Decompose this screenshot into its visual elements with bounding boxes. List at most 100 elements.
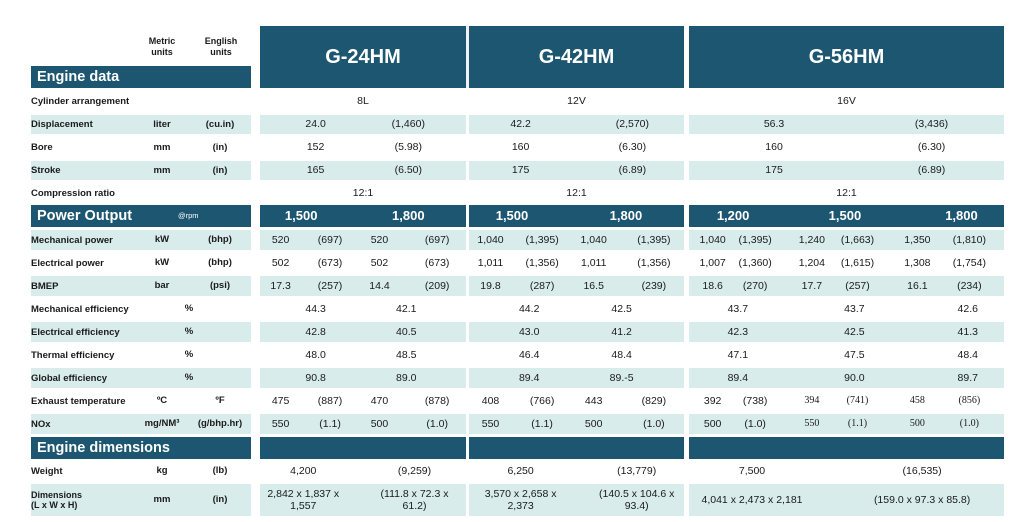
- value-bmep: 19.8: [480, 280, 501, 292]
- value-weight: 7,500: [738, 465, 766, 477]
- value-exhaust: (878): [424, 395, 450, 407]
- value-electrical_power: (1,754): [952, 257, 986, 269]
- value-bmep: (257): [845, 280, 870, 292]
- value-glob_eff: 89.-5: [609, 372, 634, 384]
- row-label-mech_eff: Mechanical efficiency: [31, 303, 129, 315]
- value-exhaust: (887): [317, 395, 343, 407]
- value-mech_eff: 44.3: [305, 303, 326, 315]
- value-compression: 12:1: [352, 187, 374, 199]
- value-displacement: (2,570): [615, 118, 650, 130]
- value-electrical_power: 502: [370, 257, 389, 269]
- row-band-cell: [260, 368, 466, 388]
- value-mechanical_power: 1,350: [904, 234, 931, 246]
- value-electrical_power: 1,007: [699, 257, 726, 269]
- row-label-bmep: BMEP: [31, 280, 59, 292]
- value-bmep: (239): [641, 280, 667, 292]
- english-unit-weight: (lb): [212, 465, 228, 476]
- value-therm_eff: 48.4: [957, 349, 978, 361]
- value-nox: (1.0): [643, 418, 665, 430]
- row-band-cell: [689, 484, 1004, 516]
- value-therm_eff: 47.5: [844, 349, 865, 361]
- value-bmep: (287): [529, 280, 555, 292]
- value-elec_eff: 42.8: [305, 326, 326, 338]
- row-band-cell: [260, 484, 466, 516]
- value-therm_eff: 46.4: [518, 349, 540, 361]
- row-label-therm_eff: Thermal efficiency: [31, 349, 115, 361]
- value-exhaust: 394: [804, 395, 820, 406]
- value-bore: 160: [511, 141, 530, 153]
- value-nox: (1.0): [959, 418, 979, 429]
- row-band-cell: [469, 276, 684, 296]
- rpm-bar-2: 1,500 1,800: [469, 205, 684, 227]
- row-band-cell: [469, 368, 684, 388]
- rpm-value: 1,500: [495, 208, 529, 223]
- value-glob_eff: 89.0: [396, 372, 417, 384]
- value-nox: (1.0): [744, 418, 766, 430]
- value-nox: 500: [370, 418, 389, 430]
- value-nox: (1.1): [319, 418, 341, 430]
- section-engine-data: Engine data: [31, 66, 251, 88]
- value-mech_eff: 43.7: [844, 303, 865, 315]
- value-nox: 500: [909, 418, 925, 429]
- row-band-cell: [469, 115, 684, 134]
- rpm-value: 1,200: [716, 208, 750, 223]
- value-electrical_power: 1,308: [904, 257, 931, 269]
- value-bmep: (234): [957, 280, 982, 292]
- model-divider-line: [466, 26, 469, 88]
- row-band-cell: [689, 414, 1004, 434]
- section-engine-dimensions: Engine dimensions: [31, 437, 251, 459]
- english-unit-electrical_power: (bhp): [208, 257, 232, 268]
- row-label-nox: NOx: [31, 418, 51, 430]
- value-exhaust: 458: [909, 395, 925, 406]
- metric-unit-exhaust: ºC: [156, 395, 168, 406]
- value-stroke: (6.50): [394, 164, 423, 176]
- value-bmep: 16.1: [907, 280, 928, 292]
- value-glob_eff: 89.4: [727, 372, 749, 384]
- value-elec_eff: 43.0: [518, 326, 540, 338]
- row-band-cell: [469, 322, 684, 342]
- value-therm_eff: 47.1: [727, 349, 749, 361]
- value-mechanical_power: 1,040: [699, 234, 726, 246]
- value-glob_eff: 90.0: [844, 372, 865, 384]
- row-band-cell: [689, 115, 1004, 134]
- value-stroke: 175: [765, 164, 783, 176]
- value-electrical_power: 1,011: [477, 257, 504, 269]
- value-elec_eff: 41.2: [611, 326, 632, 338]
- english-unit-bore: (in): [212, 142, 228, 153]
- english-unit-mechanical_power: (bhp): [208, 234, 232, 245]
- metric-unit-dimensions: mm: [153, 494, 171, 505]
- value-dimensions: (111.8 x 72.3 x 61.2): [380, 488, 449, 512]
- value-weight: 4,200: [290, 465, 317, 477]
- value-stroke: (6.89): [917, 164, 946, 176]
- row-label-compression: Compression ratio: [31, 188, 115, 199]
- percent-unit-glob_eff: %: [184, 372, 194, 383]
- dim-header-bar-1: [260, 437, 466, 459]
- value-stroke: (6.89): [618, 164, 647, 176]
- metric-unit-mechanical_power: kW: [154, 234, 170, 245]
- value-cylinder: 8L: [357, 95, 369, 107]
- model-header-1: G-24HM: [260, 26, 466, 88]
- value-electrical_power: 502: [271, 257, 290, 269]
- value-electrical_power: 1,011: [580, 257, 607, 269]
- value-nox: 550: [481, 418, 500, 430]
- row-band-label: [31, 115, 251, 134]
- english-unit-stroke: (in): [212, 165, 228, 176]
- value-displacement: (1,460): [391, 118, 425, 130]
- value-weight: (9,259): [397, 465, 432, 477]
- row-label-displacement: Displacement: [31, 119, 93, 130]
- value-bmep: 18.6: [702, 280, 723, 292]
- row-band-cell: [469, 414, 684, 434]
- metric-unit-displacement: liter: [153, 119, 171, 130]
- value-nox: (1.0): [426, 418, 448, 430]
- english-unit-bmep: (psi): [209, 280, 231, 291]
- model-header-2: G-42HM: [469, 26, 684, 88]
- value-mech_eff: 42.5: [611, 303, 632, 315]
- row-label-exhaust: Exhaust temperature: [31, 395, 126, 407]
- value-dimensions: (159.0 x 97.3 x 85.8): [873, 494, 971, 506]
- english-unit-nox: (g/bhp.hr): [197, 418, 243, 429]
- row-band-cell: [260, 322, 466, 342]
- value-mech_eff: 42.1: [396, 303, 417, 315]
- dim-header-bar-2: [469, 437, 684, 459]
- row-band-label: [31, 322, 251, 342]
- value-mech_eff: 43.7: [727, 303, 749, 315]
